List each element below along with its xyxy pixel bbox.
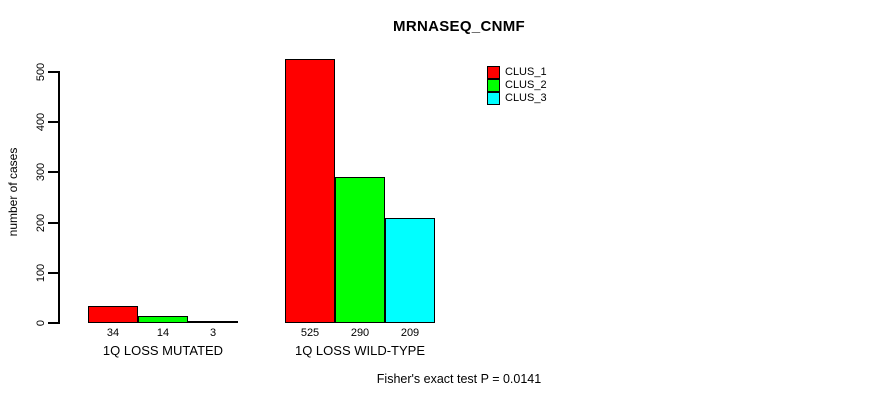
bar-value-label: 209: [400, 327, 420, 339]
y-tick-label: 400: [35, 113, 47, 132]
legend-label: CLUS_3: [505, 92, 547, 104]
y-tick-mark: [48, 171, 58, 174]
y-axis-line: [58, 71, 60, 324]
x-category-label: 1Q LOSS MUTATED: [102, 343, 224, 358]
y-tick-mark: [48, 121, 58, 124]
y-tick-label: 200: [35, 213, 47, 232]
bar-clus_2: [335, 177, 385, 323]
y-tick-label: 300: [35, 163, 47, 182]
legend-swatch: [487, 92, 500, 105]
y-tick-label: 100: [35, 263, 47, 282]
y-tick-mark: [48, 221, 58, 224]
y-tick-mark: [48, 322, 58, 324]
bar-clus_3: [385, 218, 435, 323]
bar-value-label: 34: [106, 327, 120, 339]
legend-item: CLUS_2: [487, 79, 547, 92]
y-tick-mark: [48, 271, 58, 274]
bar-value-label: 3: [209, 327, 217, 339]
legend-label: CLUS_1: [505, 66, 547, 78]
bar-value-label: 525: [300, 327, 320, 339]
bar-value-label: 14: [156, 327, 170, 339]
y-tick-label: 0: [35, 319, 47, 327]
bar-clus_1: [285, 59, 335, 323]
bar-value-label: 290: [350, 327, 370, 339]
legend: CLUS_1 CLUS_2 CLUS_3: [487, 66, 547, 105]
bar-clus_2: [138, 316, 188, 323]
bar-clus_1: [88, 306, 138, 323]
y-tick-mark: [48, 71, 58, 73]
bar-clus_3: [188, 321, 238, 323]
legend-swatch: [487, 79, 500, 92]
chart-title: MRNASEQ_CNMF: [393, 18, 525, 35]
y-axis-label: number of cases: [6, 147, 20, 237]
legend-swatch: [487, 66, 500, 79]
legend-item: CLUS_3: [487, 92, 547, 105]
legend-label: CLUS_2: [505, 79, 547, 91]
y-tick-label: 500: [35, 62, 47, 82]
x-category-label: 1Q LOSS WILD-TYPE: [294, 343, 426, 358]
footer-annotation: Fisher's exact test P = 0.0141: [376, 372, 542, 386]
legend-item: CLUS_1: [487, 66, 547, 79]
